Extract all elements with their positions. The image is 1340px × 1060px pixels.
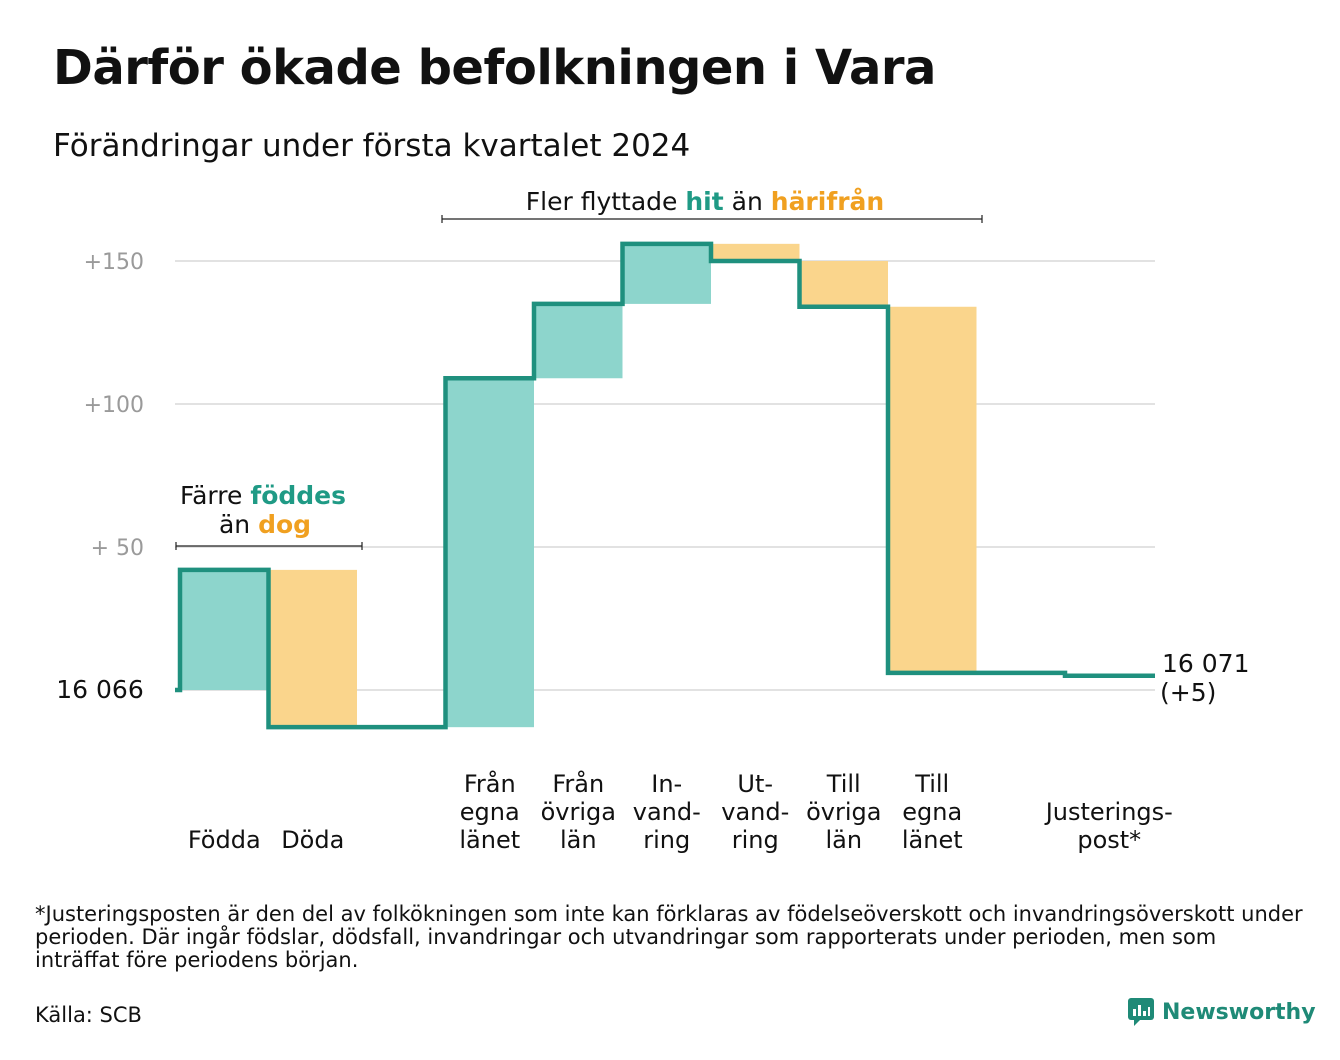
category-label: Födda	[188, 826, 261, 854]
category-label: länet	[459, 826, 520, 854]
category-label: egna	[460, 798, 520, 826]
category-label: vand-	[721, 798, 789, 826]
newsworthy-logo: Newsworthy	[1128, 998, 1316, 1026]
bar	[534, 303, 623, 379]
end-value-label: 16 071	[1162, 649, 1249, 678]
y-tick-label: + 50	[91, 536, 144, 561]
y-tick-label: +100	[84, 393, 144, 418]
category-label: Döda	[281, 826, 344, 854]
category-label: Från	[464, 769, 516, 798]
cumulative-step-line	[175, 241, 1155, 730]
logo-icon	[1128, 998, 1154, 1026]
category-label: Ut-	[737, 770, 773, 798]
bar	[268, 569, 357, 728]
bar	[711, 243, 800, 261]
births-annotation-line2: än dog	[219, 510, 311, 539]
logo-text: Newsworthy	[1162, 999, 1316, 1025]
category-label: In-	[651, 770, 682, 798]
category-label: Till	[914, 770, 949, 798]
chart-subtitle: Förändringar under första kvartalet 2024	[53, 128, 691, 164]
category-label: övriga	[806, 798, 881, 826]
category-label: vand-	[633, 798, 701, 826]
bar	[445, 378, 534, 728]
category-label: ring	[643, 826, 690, 854]
bar	[180, 569, 269, 690]
source-note: Källa: SCB	[35, 1003, 142, 1027]
category-label: Till	[826, 770, 861, 798]
births-annotation-line1: Färre föddes	[180, 481, 346, 510]
category-label: Justerings-	[1044, 798, 1173, 826]
baseline-label: 16 066	[56, 675, 143, 704]
end-change-label: (+5)	[1160, 678, 1216, 707]
category-label: Från	[552, 769, 604, 798]
footnote: *Justeringsposten är den del av folkökni…	[35, 902, 1303, 972]
category-label: övriga	[541, 798, 616, 826]
y-tick-label: +150	[84, 250, 144, 275]
category-label: ring	[732, 826, 779, 854]
migration-annotation: Fler flyttade hit än härifrån	[526, 187, 884, 216]
bar	[888, 306, 977, 673]
category-label: länet	[902, 826, 963, 854]
category-label: post*	[1077, 826, 1141, 854]
chart-title: Därför ökade befolkningen i Vara	[53, 40, 936, 96]
bar	[799, 261, 888, 307]
category-label: län	[825, 826, 862, 854]
category-label: egna	[902, 798, 962, 826]
category-label: län	[560, 826, 597, 854]
bar	[622, 243, 711, 304]
